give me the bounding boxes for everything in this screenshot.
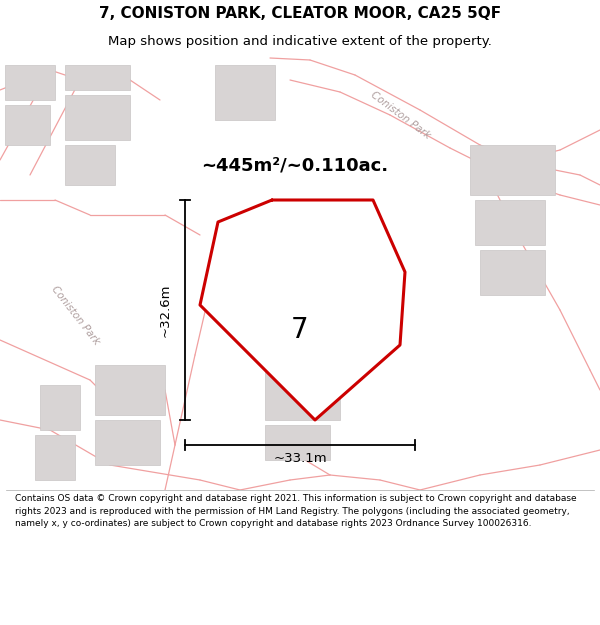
Text: Coniston Park: Coniston Park	[368, 89, 431, 141]
Text: 7, CONISTON PARK, CLEATOR MOOR, CA25 5QF: 7, CONISTON PARK, CLEATOR MOOR, CA25 5QF	[99, 6, 501, 21]
Polygon shape	[480, 250, 545, 295]
Polygon shape	[265, 425, 330, 460]
Text: ~33.1m: ~33.1m	[273, 452, 327, 466]
Polygon shape	[5, 65, 55, 100]
Text: 7: 7	[291, 316, 309, 344]
Polygon shape	[65, 65, 130, 90]
Text: ~445m²/~0.110ac.: ~445m²/~0.110ac.	[202, 156, 389, 174]
Text: ~32.6m: ~32.6m	[158, 283, 172, 337]
Text: Coniston Park: Coniston Park	[49, 284, 101, 346]
Polygon shape	[95, 365, 165, 415]
Polygon shape	[470, 145, 555, 195]
Polygon shape	[200, 200, 405, 420]
Polygon shape	[65, 145, 115, 185]
Polygon shape	[265, 370, 340, 420]
Polygon shape	[475, 200, 545, 245]
Text: Map shows position and indicative extent of the property.: Map shows position and indicative extent…	[108, 35, 492, 48]
Polygon shape	[40, 385, 80, 430]
Polygon shape	[65, 95, 130, 140]
Polygon shape	[255, 220, 365, 325]
Polygon shape	[5, 105, 50, 145]
Text: Contains OS data © Crown copyright and database right 2021. This information is : Contains OS data © Crown copyright and d…	[15, 494, 577, 528]
Polygon shape	[95, 420, 160, 465]
Polygon shape	[215, 65, 275, 120]
Polygon shape	[35, 435, 75, 480]
